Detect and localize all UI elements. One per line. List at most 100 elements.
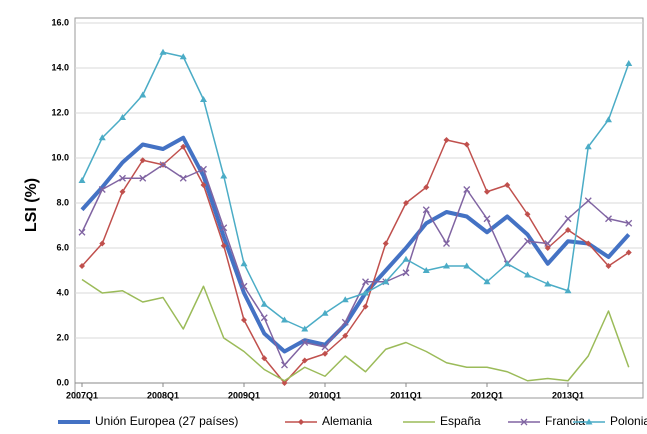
series-marker [402,269,410,277]
series-marker [159,161,167,169]
series-marker [321,343,329,351]
x-tick-label: 2008Q1 [147,390,179,400]
y-tick-label: 0.0 [56,377,69,387]
series-marker [200,182,207,188]
series-marker [463,262,471,269]
series-marker [544,245,551,251]
series-line [81,139,630,384]
series-marker [261,355,268,362]
series-line [81,51,630,330]
series-marker [301,357,308,364]
series-marker [139,91,147,98]
series-marker [240,260,248,267]
legend-marker [520,418,528,426]
series-marker [463,141,470,148]
y-tick-label: 12.0 [51,107,69,117]
series-marker [463,186,471,193]
y-tick-label: 10.0 [51,152,69,162]
series-marker [422,206,430,214]
series-marker [544,240,552,247]
series-marker [585,240,592,247]
y-axis-label: LSI (%) [23,178,40,232]
series-marker [220,172,228,179]
series-marker [564,287,572,294]
series-marker [342,332,349,339]
series-marker [179,53,187,60]
series-marker [322,350,328,357]
series-line [80,135,631,354]
series-marker [625,60,633,66]
series-marker [483,215,491,223]
y-tick-label: 6.0 [56,242,69,252]
series-marker [443,137,450,143]
series-marker [362,303,369,310]
series-marker [321,309,329,316]
series-marker [200,96,207,102]
x-tick-label: 2009Q1 [228,390,260,400]
series-marker [524,211,531,218]
x-tick-label: 2013Q1 [552,390,584,400]
series-marker [503,260,511,267]
series-marker [584,197,592,205]
series-marker [179,174,187,182]
series-marker [301,339,309,346]
series-marker [260,314,268,322]
series-marker [625,249,632,256]
series-marker [98,186,106,193]
series-marker [524,271,531,278]
legend-label: Polonia [610,414,647,428]
series-marker [200,165,207,173]
series-marker [220,242,227,249]
series-marker [564,215,572,223]
x-tick-label: 2011Q1 [390,390,422,400]
series-marker [79,263,85,269]
series-marker [301,325,309,332]
y-tick-label: 4.0 [56,287,69,297]
series-marker [119,188,126,195]
series-marker [341,318,349,326]
series-marker [139,157,146,164]
series-marker [78,228,86,236]
series-marker [484,188,490,195]
y-tick-label: 8.0 [56,197,69,207]
series-marker [605,215,612,223]
series-marker [483,278,491,285]
y-tick-label: 2.0 [56,332,69,342]
series-marker [625,219,633,227]
series-marker [341,296,349,303]
series-marker [443,262,450,269]
series-marker [220,224,228,232]
series-marker [240,282,248,290]
x-tick-label: 2010Q1 [309,390,341,400]
series-marker [159,48,167,55]
y-tick-label: 16.0 [51,17,69,27]
series-marker [362,278,369,286]
legend-label: Unión Europea (27 países) [95,414,238,428]
series-marker [423,184,430,191]
plot-frame [74,17,644,399]
series-marker [544,280,552,287]
y-tick-label: 14.0 [51,62,69,72]
series-marker [382,240,389,247]
series-marker [565,227,571,233]
series-marker [281,361,288,369]
series-marker [402,255,410,262]
series-marker [99,240,106,247]
series-marker [382,278,390,285]
legend-label: Alemania [322,414,372,428]
series-marker [362,289,369,296]
series-marker [422,267,430,273]
series-marker [78,177,86,183]
legend-label: Francia [545,414,585,428]
series-line [81,278,630,382]
legend-marker [298,419,304,425]
series-marker [524,237,531,245]
series-line [81,164,629,366]
series-marker [605,263,612,269]
series-marker [119,174,126,182]
x-tick-label: 2007Q1 [66,390,98,400]
x-tick-label: 2012Q1 [471,390,503,400]
series-marker [584,143,592,150]
series-marker [260,300,268,307]
